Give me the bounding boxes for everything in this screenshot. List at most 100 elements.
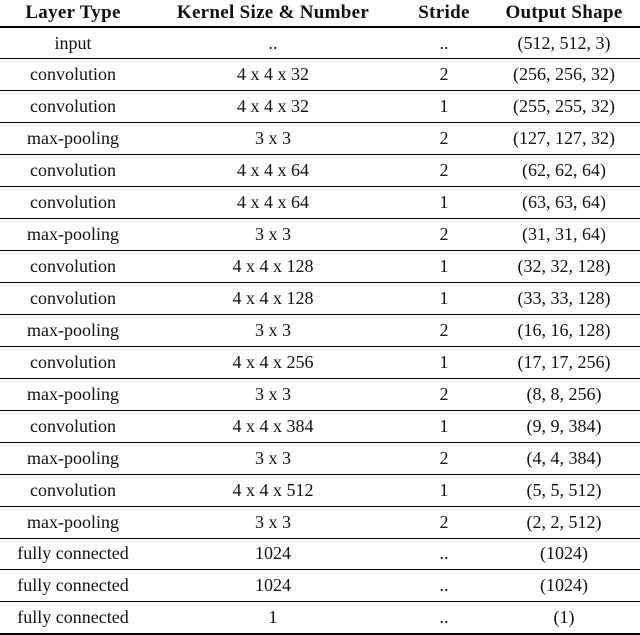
stride-cell: 1 (400, 410, 488, 443)
table-row: max-pooling 3 x 3 2 (8, 8, 256) (0, 378, 640, 411)
stride-cell: 2 (400, 506, 488, 539)
kernel-size-cell: 3 x 3 (146, 506, 400, 539)
stride-cell: 2 (400, 122, 488, 156)
kernel-size-cell: 4 x 4 x 32 (146, 58, 400, 92)
column-header-output-shape: Output Shape (488, 0, 640, 28)
output-shape-cell: (8, 8, 256) (488, 378, 640, 411)
table-row: max-pooling 3 x 3 2 (16, 16, 128) (0, 314, 640, 347)
output-shape-cell: (9, 9, 384) (488, 410, 640, 443)
stride-cell: 2 (400, 378, 488, 411)
stride-cell: 1 (400, 474, 488, 507)
kernel-size-cell: .. (146, 27, 400, 60)
kernel-size-cell: 1024 (146, 569, 400, 603)
table-row: max-pooling 3 x 3 2 (4, 4, 384) (0, 442, 640, 475)
kernel-size-cell: 3 x 3 (146, 378, 400, 411)
output-shape-cell: (4, 4, 384) (488, 442, 640, 475)
table-row: convolution 4 x 4 x 32 1 (255, 255, 32) (0, 90, 640, 124)
table-row: convolution 4 x 4 x 128 1 (32, 32, 128) (0, 250, 640, 283)
table-body: input .. .. (512, 512, 3) convolution 4 … (0, 27, 640, 635)
table-row: convolution 4 x 4 x 128 1 (33, 33, 128) (0, 282, 640, 315)
column-header-kernel-size: Kernel Size & Number (146, 0, 400, 28)
kernel-size-cell: 4 x 4 x 64 (146, 154, 400, 188)
output-shape-cell: (127, 127, 32) (488, 122, 640, 156)
layer-type-cell: convolution (0, 250, 146, 283)
stride-cell: 2 (400, 218, 488, 252)
stride-cell: 2 (400, 58, 488, 92)
stride-cell: 2 (400, 442, 488, 475)
layer-type-cell: convolution (0, 474, 146, 507)
header-row: Layer Type Kernel Size & Number Stride O… (0, 0, 640, 28)
stride-cell: 1 (400, 282, 488, 315)
layer-type-cell: convolution (0, 90, 146, 124)
stride-cell: 1 (400, 90, 488, 124)
stride-cell: 1 (400, 346, 488, 379)
table-row: fully connected 1 .. (1) (0, 601, 640, 635)
layer-type-cell: max-pooling (0, 378, 146, 411)
column-header-layer-type: Layer Type (0, 0, 146, 28)
layer-type-cell: convolution (0, 58, 146, 92)
layer-type-cell: max-pooling (0, 218, 146, 252)
kernel-size-cell: 4 x 4 x 128 (146, 282, 400, 315)
stride-cell: .. (400, 538, 488, 571)
output-shape-cell: (31, 31, 64) (488, 218, 640, 252)
layer-type-cell: convolution (0, 410, 146, 443)
output-shape-cell: (1) (488, 601, 640, 635)
table-row: convolution 4 x 4 x 64 2 (62, 62, 64) (0, 154, 640, 188)
layer-type-cell: fully connected (0, 601, 146, 635)
layer-type-cell: max-pooling (0, 442, 146, 475)
table-header: Layer Type Kernel Size & Number Stride O… (0, 0, 640, 28)
stride-cell: .. (400, 601, 488, 635)
output-shape-cell: (255, 255, 32) (488, 90, 640, 124)
layer-type-cell: convolution (0, 154, 146, 188)
kernel-size-cell: 3 x 3 (146, 442, 400, 475)
output-shape-cell: (2, 2, 512) (488, 506, 640, 539)
kernel-size-cell: 4 x 4 x 64 (146, 186, 400, 220)
output-shape-cell: (63, 63, 64) (488, 186, 640, 220)
output-shape-cell: (33, 33, 128) (488, 282, 640, 315)
kernel-size-cell: 1 (146, 601, 400, 635)
table-row: convolution 4 x 4 x 384 1 (9, 9, 384) (0, 410, 640, 443)
stride-cell: .. (400, 569, 488, 603)
layer-type-cell: fully connected (0, 569, 146, 603)
output-shape-cell: (1024) (488, 538, 640, 571)
kernel-size-cell: 3 x 3 (146, 122, 400, 156)
table-row: fully connected 1024 .. (1024) (0, 538, 640, 571)
output-shape-cell: (1024) (488, 569, 640, 603)
output-shape-cell: (16, 16, 128) (488, 314, 640, 347)
layer-type-cell: convolution (0, 282, 146, 315)
layer-type-cell: max-pooling (0, 122, 146, 156)
stride-cell: 2 (400, 314, 488, 347)
kernel-size-cell: 3 x 3 (146, 314, 400, 347)
stride-cell: 1 (400, 186, 488, 220)
column-header-stride: Stride (400, 0, 488, 28)
table-row: convolution 4 x 4 x 512 1 (5, 5, 512) (0, 474, 640, 507)
layer-type-cell: convolution (0, 346, 146, 379)
kernel-size-cell: 1024 (146, 538, 400, 571)
table-row: max-pooling 3 x 3 2 (127, 127, 32) (0, 122, 640, 156)
output-shape-cell: (256, 256, 32) (488, 58, 640, 92)
output-shape-cell: (512, 512, 3) (488, 27, 640, 60)
stride-cell: 1 (400, 250, 488, 283)
kernel-size-cell: 4 x 4 x 512 (146, 474, 400, 507)
kernel-size-cell: 4 x 4 x 32 (146, 90, 400, 124)
layer-type-cell: max-pooling (0, 314, 146, 347)
output-shape-cell: (62, 62, 64) (488, 154, 640, 188)
table-row: max-pooling 3 x 3 2 (31, 31, 64) (0, 218, 640, 252)
layer-type-cell: input (0, 27, 146, 60)
table-row: fully connected 1024 .. (1024) (0, 569, 640, 603)
stride-cell: .. (400, 27, 488, 60)
table-row: convolution 4 x 4 x 256 1 (17, 17, 256) (0, 346, 640, 379)
output-shape-cell: (17, 17, 256) (488, 346, 640, 379)
layer-type-cell: max-pooling (0, 506, 146, 539)
layer-type-cell: fully connected (0, 538, 146, 571)
table-row: max-pooling 3 x 3 2 (2, 2, 512) (0, 506, 640, 539)
kernel-size-cell: 3 x 3 (146, 218, 400, 252)
table-row: convolution 4 x 4 x 64 1 (63, 63, 64) (0, 186, 640, 220)
stride-cell: 2 (400, 154, 488, 188)
kernel-size-cell: 4 x 4 x 256 (146, 346, 400, 379)
table-row: input .. .. (512, 512, 3) (0, 27, 640, 60)
table-row: convolution 4 x 4 x 32 2 (256, 256, 32) (0, 58, 640, 92)
output-shape-cell: (32, 32, 128) (488, 250, 640, 283)
